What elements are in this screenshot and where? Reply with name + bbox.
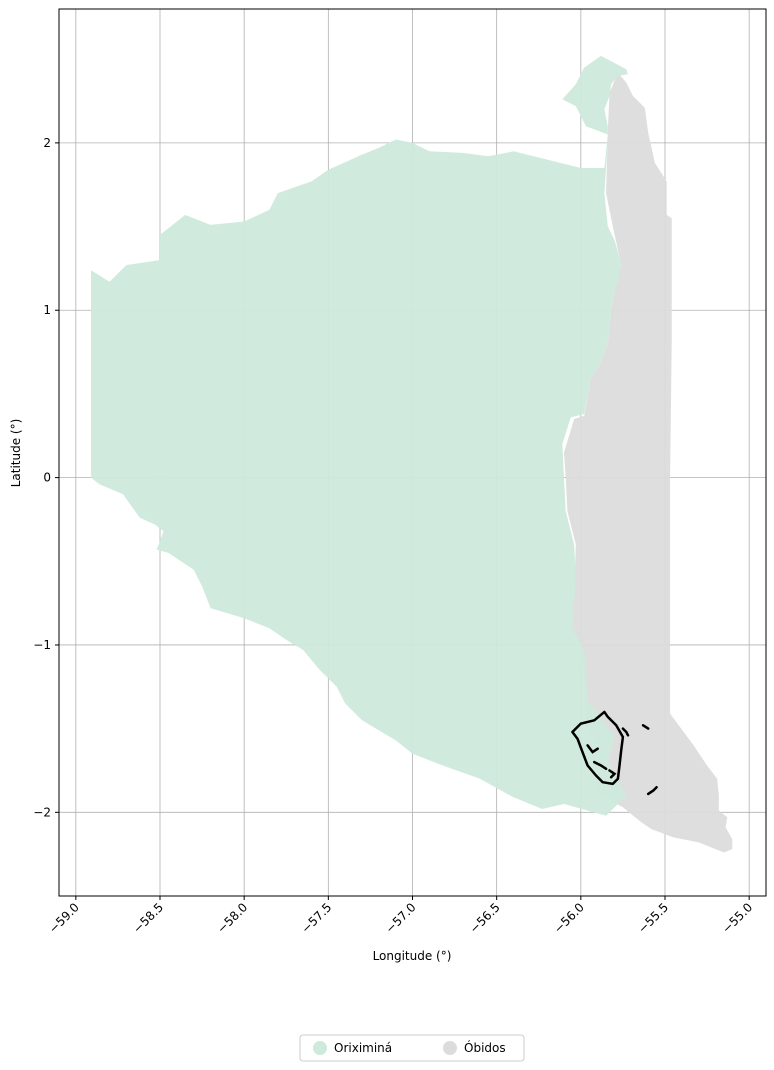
boundary-fragment: [641, 724, 650, 730]
x-tick-label: −57.0: [383, 900, 419, 936]
x-tick-label: −55.0: [719, 900, 755, 936]
boundary-fragment: [646, 785, 658, 796]
boundary-fragment: [608, 769, 617, 779]
x-tick-label: −56.5: [467, 900, 503, 936]
x-tick-label: −59.0: [46, 900, 82, 936]
boundary-fragment: [593, 760, 608, 771]
map-regions: [91, 55, 733, 853]
x-tick-label: −57.5: [299, 900, 335, 936]
legend: Oriximiná Óbidos: [299, 1034, 525, 1062]
region-oriximin: [91, 55, 628, 816]
y-axis-ticks: 2 1 0 −1 −2: [33, 136, 59, 819]
legend-label: Oriximiná: [334, 1041, 392, 1055]
boundary-fragment: [586, 744, 599, 754]
boundary-fragment: [621, 727, 630, 737]
x-tick-label: −58.5: [130, 900, 166, 936]
boundary-outline-layer: [571, 710, 658, 796]
x-tick-label: −58.0: [214, 900, 250, 936]
x-axis-label: Longitude (°): [373, 949, 452, 963]
legend-marker: [443, 1041, 457, 1055]
region-bidos: [564, 72, 733, 853]
legend-marker: [313, 1041, 327, 1055]
y-tick-label: 1: [43, 303, 51, 317]
y-tick-label: −2: [33, 805, 51, 819]
y-tick-label: 2: [43, 136, 51, 150]
y-tick-label: −1: [33, 638, 51, 652]
x-axis-ticks: −59.0 −58.5 −58.0 −57.5 −57.0 −56.5 −56.0 −55.5…: [46, 896, 755, 936]
y-axis-label: Latitude (°): [9, 419, 23, 488]
x-tick-label: −55.5: [635, 900, 671, 936]
legend-box: [299, 1034, 525, 1062]
y-tick-label: 0: [43, 471, 51, 485]
legend-label: Óbidos: [464, 1040, 506, 1055]
x-tick-label: −56.0: [551, 900, 587, 936]
boundary-outline: [571, 710, 625, 786]
